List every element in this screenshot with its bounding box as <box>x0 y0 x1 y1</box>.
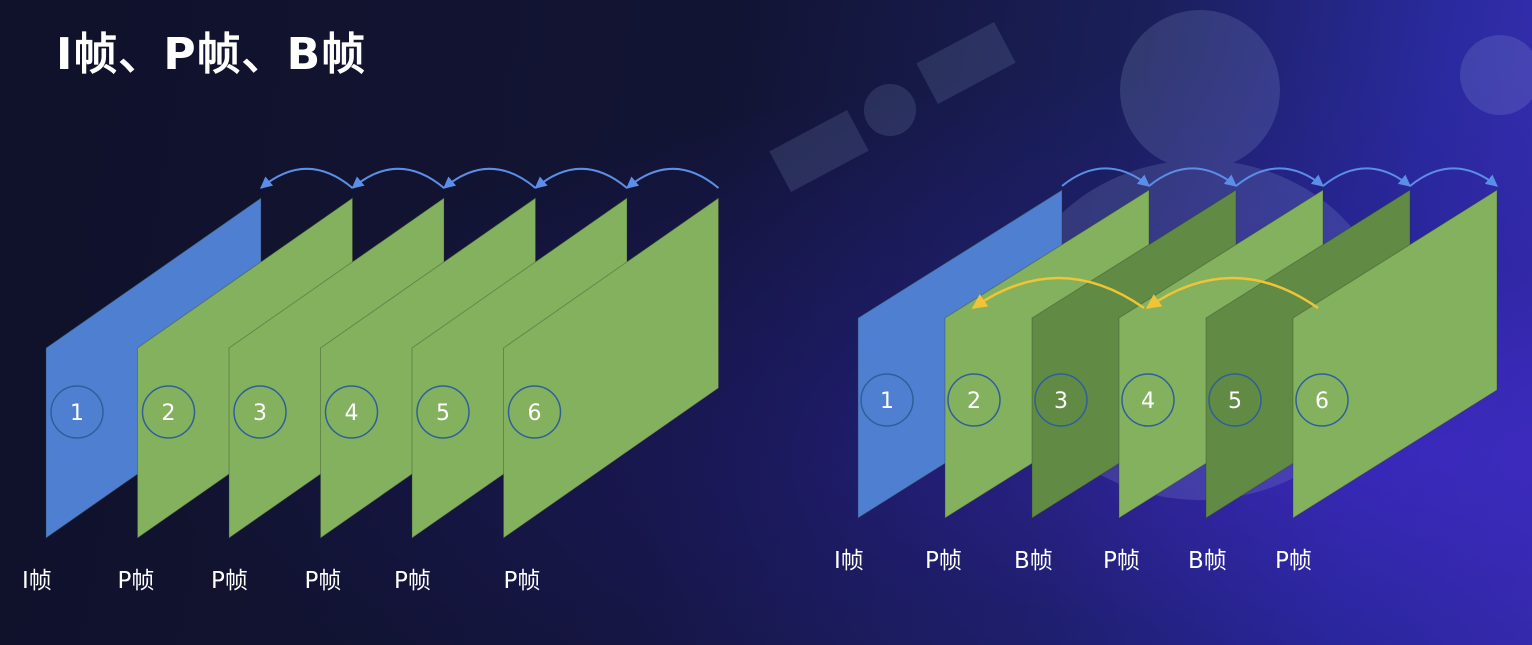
ipb-sequence-frame-1-label: I帧 <box>834 548 864 574</box>
ipb-sequence-ref-arrow-2-3 <box>1148 167 1237 187</box>
ipb-sequence-frame-2-number: 2 <box>967 389 981 414</box>
ip-sequence-frame-6-panel <box>503 197 719 539</box>
ip-sequence-ref-arrow-2-3 <box>351 167 445 189</box>
ipb-sequence-frame-3-circle <box>1034 373 1088 427</box>
ip-sequence-frame-5-number: 5 <box>436 401 450 426</box>
ipb-sequence-ref-arrow-5-6 <box>1409 167 1498 187</box>
ip-sequence-frame-1-number: 1 <box>70 401 84 426</box>
ip-sequence-frame-2-number: 2 <box>162 401 176 426</box>
ip-sequence-ref-arrow-4-5 <box>534 167 628 189</box>
ipb-sequence-bref-arrow-6-4 <box>1145 276 1319 310</box>
ipb-sequence-ref-arrow-3-4 <box>1235 167 1324 187</box>
ipb-sequence-frame-6-circle <box>1295 373 1349 427</box>
ipb-sequence-frame-2-circle <box>947 373 1001 427</box>
ipb-sequence-frame-1-number: 1 <box>880 389 894 414</box>
ip-sequence-ref-arrow-1-2 <box>260 167 354 189</box>
ip-sequence-frame-6-label: P帧 <box>504 568 541 594</box>
ipb-sequence-frame-6-label: P帧 <box>1275 548 1312 574</box>
ip-sequence-frame-2-circle <box>141 385 196 439</box>
ipb-sequence-bref-arrow-4-2 <box>971 276 1145 310</box>
ipb-sequence-frame-5-number: 5 <box>1228 389 1242 414</box>
ip-sequence-frame-4-circle <box>324 385 379 439</box>
ipb-sequence-frame-6-number: 6 <box>1315 389 1329 414</box>
ipb-sequence-ref-arrow-1-2 <box>1061 167 1150 187</box>
ipb-sequence-frame-3-label: B帧 <box>1014 548 1053 574</box>
ip-sequence-ref-arrow-3-4 <box>443 167 537 189</box>
ipb-sequence-frame-2-label: P帧 <box>925 548 962 574</box>
ip-sequence-frame-1-label: I帧 <box>22 568 52 594</box>
slide-title: I帧、P帧、B帧 <box>56 29 367 80</box>
satellite-icon <box>769 22 1016 192</box>
ip-sequence-frame-3-label: P帧 <box>211 568 248 594</box>
ipb-sequence-frame-3-number: 3 <box>1054 389 1068 414</box>
ip-sequence-frame-2-label: P帧 <box>118 568 155 594</box>
ipb-sequence-ref-arrow-4-5 <box>1322 167 1411 187</box>
ip-sequence-frame-4-label: P帧 <box>305 568 342 594</box>
ip-sequence-frame-5-label: P帧 <box>394 568 431 594</box>
ip-sequence-frame-6-number: 6 <box>528 401 542 426</box>
ipb-sequence-frame-5-label: B帧 <box>1188 548 1227 574</box>
ipb-sequence-frame-4-label: P帧 <box>1103 548 1140 574</box>
ipb-sequence-frame-1-circle <box>860 373 914 427</box>
ipb-sequence-frame-6-panel <box>1292 189 1498 519</box>
ip-sequence-ref-arrow-5-6 <box>626 167 720 189</box>
ip-sequence-frame-5-circle <box>416 385 470 439</box>
ipb-sequence-frame-4-number: 4 <box>1141 389 1155 414</box>
ip-sequence-frame-3-number: 3 <box>253 401 267 426</box>
ipb-sequence-frame-5-circle <box>1208 373 1262 427</box>
ipb-sequence-frame-4-circle <box>1121 373 1175 427</box>
ip-sequence-frame-1-circle <box>50 385 104 439</box>
ip-sequence-frame-6-circle <box>507 385 562 439</box>
ip-sequence-frame-4-number: 4 <box>345 401 359 426</box>
ip-sequence-frame-3-circle <box>233 385 287 439</box>
